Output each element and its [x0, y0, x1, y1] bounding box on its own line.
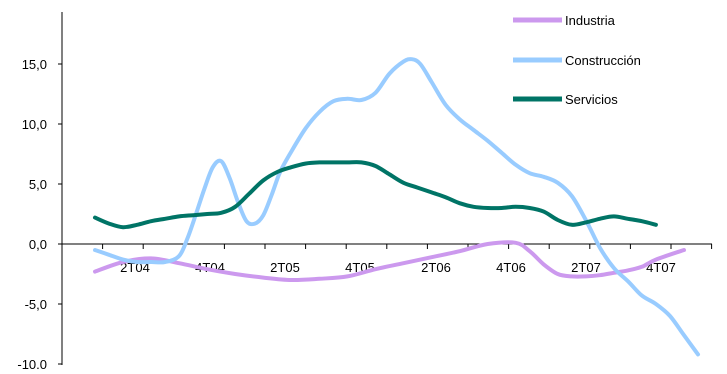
- series-line-construccion: [93, 57, 700, 357]
- y-tick-label: 15,0: [22, 57, 47, 72]
- x-tick-labels: 2T04 4T04 2T05 4T05 2T06 4T06 2T07 4T07: [120, 260, 676, 275]
- x-tick-label: 4T07: [646, 260, 676, 275]
- series-lines: [93, 57, 700, 357]
- y-tick-labels: 15,0 10,0 5,0 0,0 -5,0 -10,0: [17, 57, 47, 372]
- legend-label-industria: Industria: [565, 13, 616, 28]
- y-tick-label: 10,0: [22, 117, 47, 132]
- legend-label-servicios: Servicios: [565, 92, 618, 107]
- series-line-servicios: [93, 160, 658, 230]
- series-line-industria: [93, 240, 686, 283]
- y-tick-label: 5,0: [29, 177, 47, 192]
- y-tick-label: -5,0: [25, 297, 47, 312]
- x-tick-label: 2T05: [270, 260, 300, 275]
- x-tick-label: 2T07: [571, 260, 601, 275]
- y-tick-label: -10,0: [17, 357, 47, 369]
- x-tick-label: 2T06: [421, 260, 451, 275]
- legend-label-construccion: Construcción: [565, 53, 641, 68]
- legend: Industria Construcción Servicios: [513, 13, 641, 107]
- x-tick-label: 4T06: [496, 260, 526, 275]
- y-tick-label: 0,0: [29, 237, 47, 252]
